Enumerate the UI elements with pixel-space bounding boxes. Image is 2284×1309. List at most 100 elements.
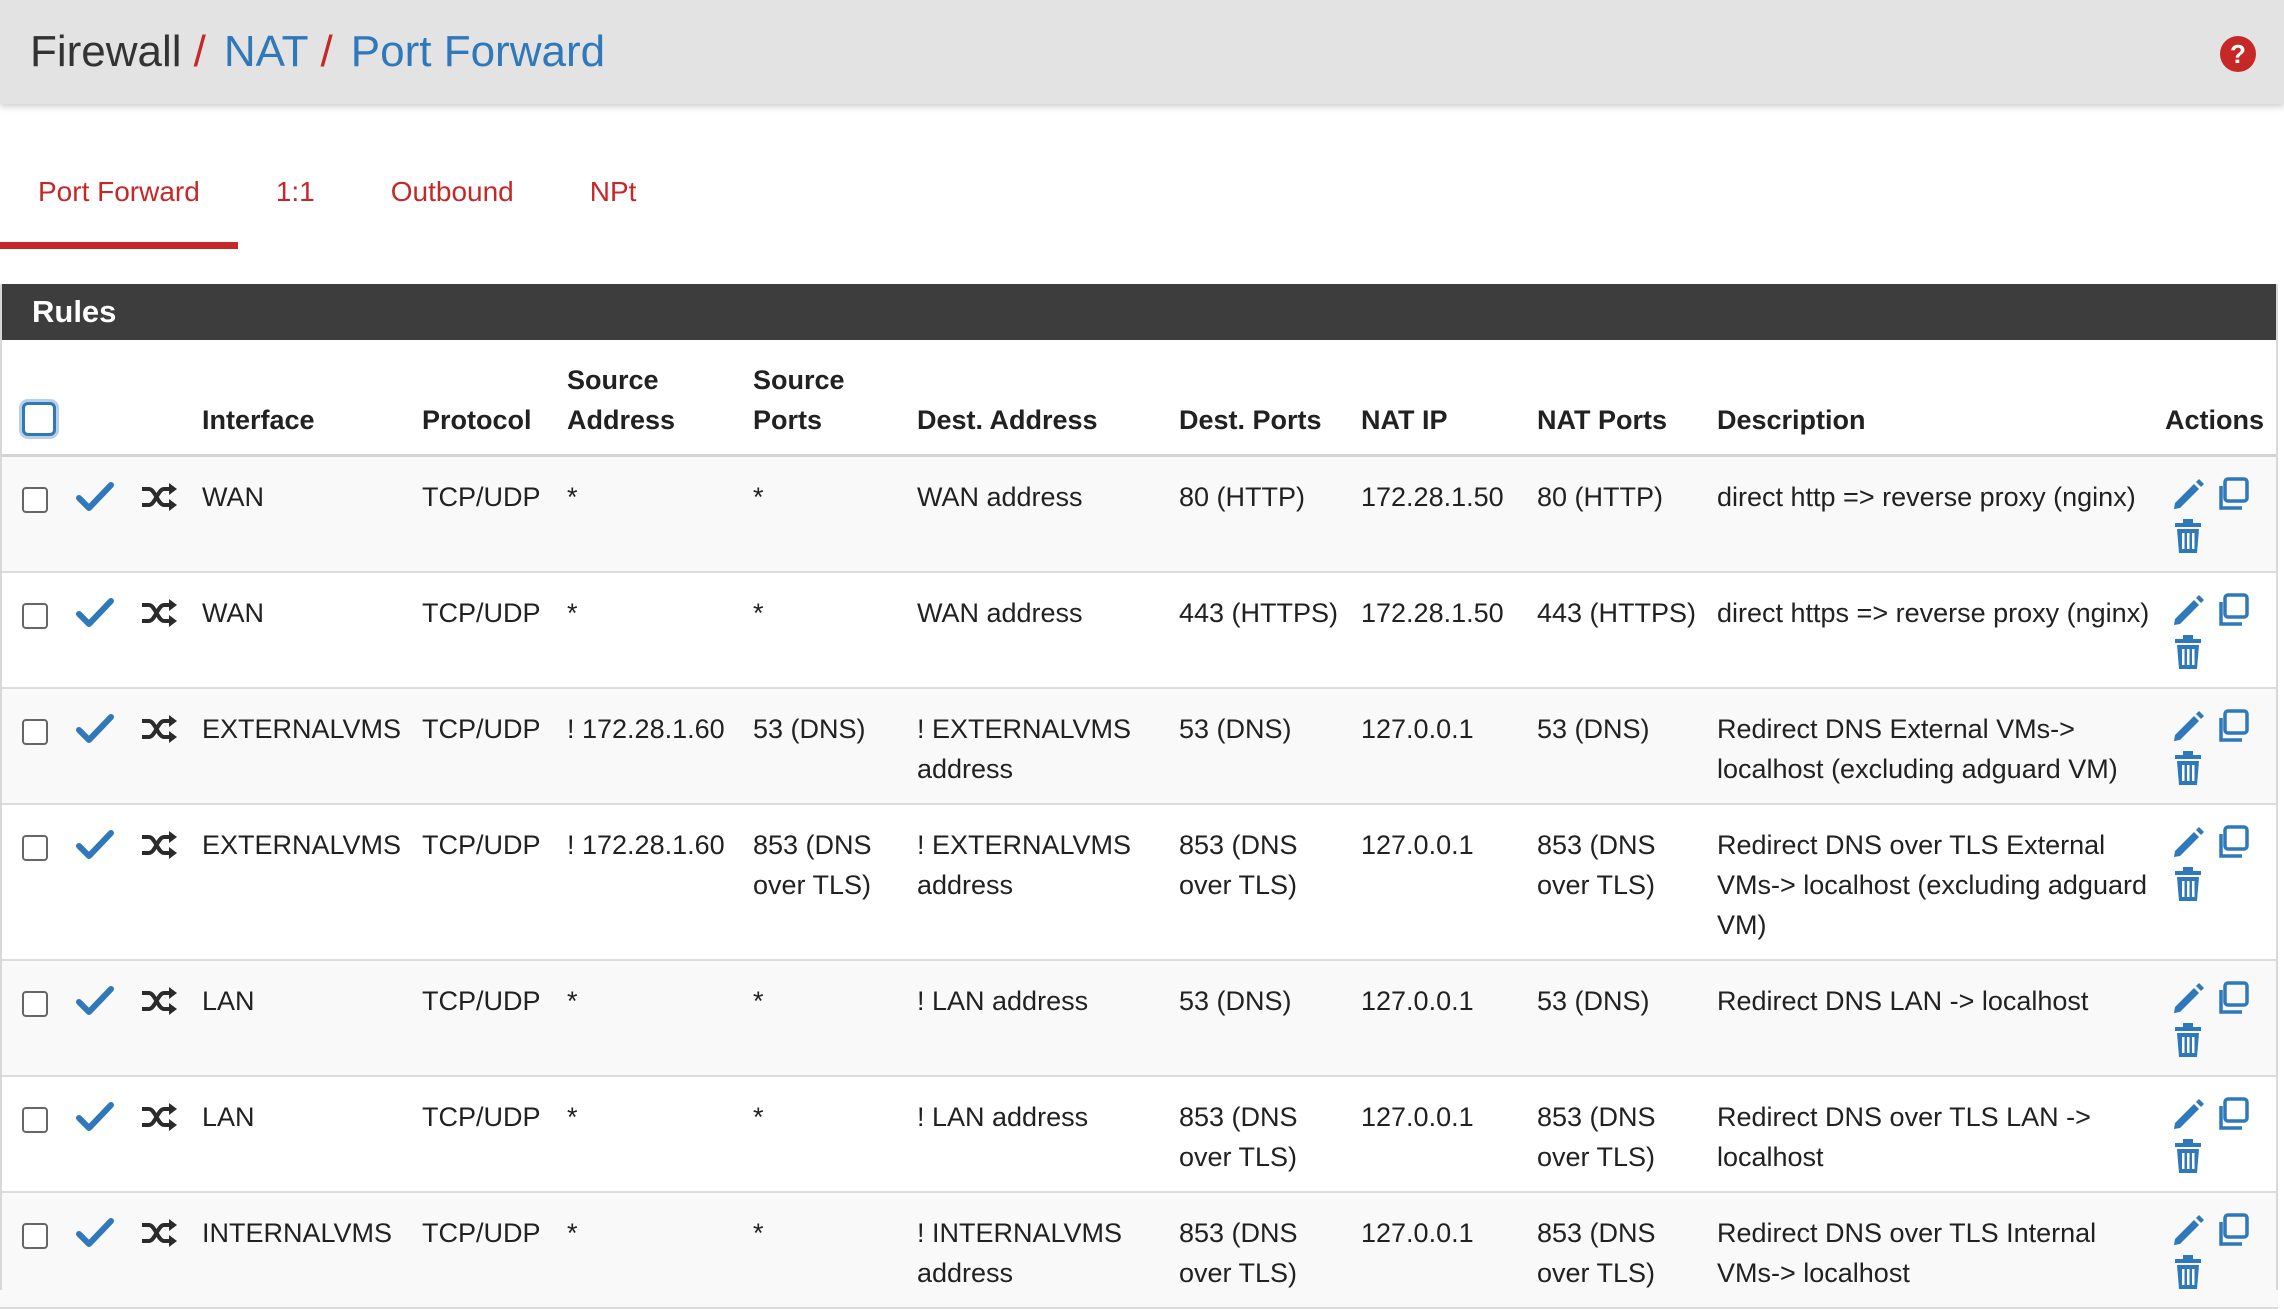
question-circle-icon[interactable]: ? <box>2220 36 2256 72</box>
table-row[interactable]: WAN TCP/UDP * * WAN address 443 (HTTPS) … <box>0 572 2278 689</box>
delete-trash-icon[interactable] <box>2169 633 2209 673</box>
edit-pencil-icon[interactable] <box>2169 979 2209 1019</box>
cell-source-address: ! 172.28.1.60 <box>561 804 747 961</box>
check-icon[interactable] <box>76 477 114 513</box>
cell-nat-ports: 80 (HTTP) <box>1531 455 1711 573</box>
row-checkbox[interactable] <box>22 603 48 629</box>
table-row[interactable]: LAN TCP/UDP * * ! LAN address 853 (DNS o… <box>0 1076 2278 1193</box>
col-protocol[interactable]: Protocol <box>416 340 561 457</box>
check-icon[interactable] <box>76 1097 114 1133</box>
edit-pencil-icon[interactable] <box>2169 1211 2209 1251</box>
col-actions: Actions <box>2159 340 2278 457</box>
edit-pencil-icon[interactable] <box>2169 475 2209 515</box>
check-icon[interactable] <box>76 593 114 629</box>
edit-pencil-icon[interactable] <box>2169 591 2209 631</box>
cell-dest-ports: 853 (DNS over TLS) <box>1173 804 1355 961</box>
row-actions <box>2169 475 2272 557</box>
table-row[interactable]: EXTERNALVMS TCP/UDP ! 172.28.1.60 853 (D… <box>0 804 2278 961</box>
cell-nat-ip: 172.28.1.50 <box>1355 572 1531 689</box>
copy-icon[interactable] <box>2213 1095 2253 1135</box>
breadcrumb-separator: / <box>320 27 333 76</box>
select-all-checkbox[interactable] <box>22 402 56 436</box>
shuffle-icon <box>140 477 178 513</box>
copy-icon[interactable] <box>2213 1211 2253 1251</box>
cell-nat-ip: 127.0.0.1 <box>1355 688 1531 805</box>
table-row[interactable]: WAN TCP/UDP * * WAN address 80 (HTTP) 17… <box>0 455 2278 573</box>
copy-icon[interactable] <box>2213 707 2253 747</box>
cell-source-address: * <box>561 1076 747 1193</box>
shuffle-icon <box>140 709 178 745</box>
row-actions <box>2169 1095 2272 1177</box>
table-row[interactable]: LAN TCP/UDP * * ! LAN address 53 (DNS) 1… <box>0 960 2278 1077</box>
cell-dest-address: ! LAN address <box>911 1076 1173 1193</box>
cell-nat-ports: 853 (DNS over TLS) <box>1531 1192 1711 1309</box>
cell-interface: EXTERNALVMS <box>196 804 416 961</box>
cell-protocol: TCP/UDP <box>416 804 561 961</box>
shuffle-icon <box>140 981 178 1017</box>
edit-pencil-icon[interactable] <box>2169 707 2209 747</box>
edit-pencil-icon[interactable] <box>2169 823 2209 863</box>
cell-nat-ports: 853 (DNS over TLS) <box>1531 804 1711 961</box>
tab-port-forward[interactable]: Port Forward <box>0 150 238 249</box>
cell-source-ports: * <box>747 572 911 689</box>
cell-interface: INTERNALVMS <box>196 1192 416 1309</box>
cell-dest-address: ! EXTERNALVMS address <box>911 688 1173 805</box>
cell-protocol: TCP/UDP <box>416 960 561 1077</box>
col-nat-ports[interactable]: NAT Ports <box>1531 340 1711 457</box>
cell-nat-ports: 853 (DNS over TLS) <box>1531 1076 1711 1193</box>
cell-protocol: TCP/UDP <box>416 688 561 805</box>
row-checkbox[interactable] <box>22 835 48 861</box>
cell-nat-ip: 127.0.0.1 <box>1355 804 1531 961</box>
check-icon[interactable] <box>76 709 114 745</box>
cell-description: direct http => reverse proxy (nginx) <box>1711 455 2159 573</box>
delete-trash-icon[interactable] <box>2169 865 2209 905</box>
copy-icon[interactable] <box>2213 475 2253 515</box>
breadcrumb-nat-link[interactable]: NAT <box>223 27 309 76</box>
cell-source-ports: * <box>747 1076 911 1193</box>
check-icon[interactable] <box>76 1213 114 1249</box>
delete-trash-icon[interactable] <box>2169 1253 2209 1293</box>
delete-trash-icon[interactable] <box>2169 1137 2209 1177</box>
tab-outbound[interactable]: Outbound <box>390 176 514 207</box>
check-icon[interactable] <box>76 981 114 1017</box>
delete-trash-icon[interactable] <box>2169 749 2209 789</box>
row-checkbox[interactable] <box>22 1107 48 1133</box>
col-source-address[interactable]: Source Address <box>561 340 747 457</box>
shuffle-icon <box>140 1097 178 1133</box>
row-actions <box>2169 707 2272 789</box>
col-source-ports[interactable]: Source Ports <box>747 340 911 457</box>
row-checkbox[interactable] <box>22 991 48 1017</box>
row-actions <box>2169 979 2272 1061</box>
copy-icon[interactable] <box>2213 979 2253 1019</box>
col-nat-ip[interactable]: NAT IP <box>1355 340 1531 457</box>
row-checkbox[interactable] <box>22 719 48 745</box>
edit-pencil-icon[interactable] <box>2169 1095 2209 1135</box>
row-checkbox[interactable] <box>22 487 48 513</box>
delete-trash-icon[interactable] <box>2169 1021 2209 1061</box>
cell-nat-ip: 127.0.0.1 <box>1355 1076 1531 1193</box>
cell-source-ports: * <box>747 960 911 1077</box>
col-dest-address[interactable]: Dest. Address <box>911 340 1173 457</box>
row-checkbox[interactable] <box>22 1223 48 1249</box>
tab-npt[interactable]: NPt <box>589 176 637 207</box>
cell-source-ports: 853 (DNS over TLS) <box>747 804 911 961</box>
cell-nat-ports: 53 (DNS) <box>1531 688 1711 805</box>
cell-dest-ports: 853 (DNS over TLS) <box>1173 1076 1355 1193</box>
table-row[interactable]: EXTERNALVMS TCP/UDP ! 172.28.1.60 53 (DN… <box>0 688 2278 805</box>
table-row[interactable]: INTERNALVMS TCP/UDP * * ! INTERNALVMS ad… <box>0 1192 2278 1309</box>
cell-source-ports: * <box>747 1192 911 1309</box>
copy-icon[interactable] <box>2213 823 2253 863</box>
breadcrumb-port-forward-link[interactable]: Port Forward <box>350 27 606 76</box>
col-description[interactable]: Description <box>1711 340 2159 457</box>
cell-source-address: * <box>561 1192 747 1309</box>
col-dest-ports[interactable]: Dest. Ports <box>1173 340 1355 457</box>
cell-protocol: TCP/UDP <box>416 572 561 689</box>
cell-description: Redirect DNS External VMs-> localhost (e… <box>1711 688 2159 805</box>
delete-trash-icon[interactable] <box>2169 517 2209 557</box>
row-actions <box>2169 1211 2272 1293</box>
check-icon[interactable] <box>76 825 114 861</box>
copy-icon[interactable] <box>2213 591 2253 631</box>
breadcrumb: Firewall / NAT / Port Forward <box>0 27 605 77</box>
col-interface[interactable]: Interface <box>196 340 416 457</box>
tab-one-to-one[interactable]: 1:1 <box>275 176 315 207</box>
